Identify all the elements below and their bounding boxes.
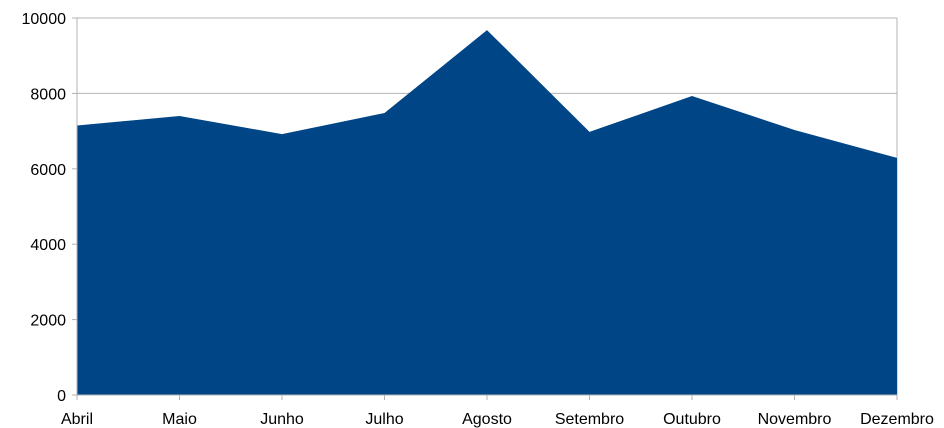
x-tick-label: Setembro (555, 411, 624, 428)
x-tick-label: Maio (162, 411, 197, 428)
x-tick-label: Junho (260, 411, 304, 428)
y-tick-label: 2000 (30, 313, 66, 330)
area (77, 30, 897, 396)
x-tick-label: Julho (365, 411, 403, 428)
y-tick-label: 0 (57, 388, 66, 405)
x-tick-label: Outubro (663, 411, 721, 428)
x-tick-label: Novembro (758, 411, 832, 428)
x-tick-label: Agosto (462, 411, 512, 428)
y-tick-label: 10000 (22, 11, 67, 28)
x-tick-label: Abril (61, 411, 93, 428)
y-tick-label: 8000 (30, 86, 66, 103)
x-tick-label: Dezembro (860, 411, 934, 428)
y-tick-label: 6000 (30, 162, 66, 179)
y-tick-label: 4000 (30, 237, 66, 254)
